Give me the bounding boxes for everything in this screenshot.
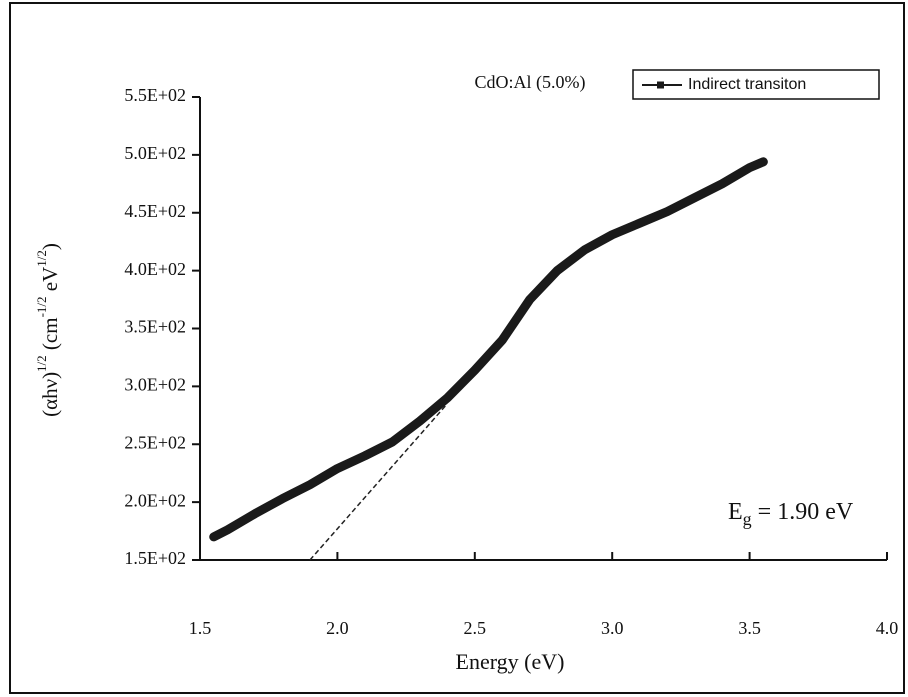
x-tick-label: 3.5 (738, 618, 761, 638)
y-tick-label: 3.0E+02 (124, 375, 186, 395)
band-gap-text: = 1.90 eV (758, 499, 854, 525)
data-line (209, 157, 768, 542)
y-tick-label: 5.0E+02 (124, 143, 186, 163)
x-tick-label: 2.0 (326, 618, 349, 638)
x-axis-label: Energy (eV) (456, 649, 565, 674)
annotation: CdO:Al (5.0%) (475, 72, 586, 93)
y-label-part: eV (38, 267, 62, 297)
y-tick-label: 5.5E+02 (124, 85, 186, 105)
legend-marker (657, 81, 664, 89)
band-gap-subscript: g (743, 509, 752, 529)
y-tick-label: 2.0E+02 (124, 490, 186, 510)
x-tick-label: 3.0 (601, 618, 624, 638)
y-axis-label: (αhν)1/2 (cm-1/2 eV1/2) (34, 243, 62, 417)
y-tick-label: 4.5E+02 (124, 201, 186, 221)
band-gap: Eg = 1.90 eV (728, 499, 854, 530)
x-tick-label: 2.5 (464, 618, 487, 638)
frame (9, 2, 905, 694)
y-tick-label: 4.0E+02 (124, 259, 186, 279)
y-tick-label: 3.5E+02 (124, 317, 186, 337)
y-label-part: (cm (38, 317, 62, 355)
y-label-part: (αhν) (38, 372, 62, 417)
y-label-part: 1/2 (34, 355, 49, 372)
band-gap-symbol: E (728, 499, 743, 525)
legend-label: Indirect transiton (688, 76, 806, 93)
y-tick-label: 2.5E+02 (124, 432, 186, 452)
fit-line (309, 403, 448, 561)
y-label-part: ) (38, 243, 62, 250)
x-tick-label: 4.0 (876, 618, 899, 638)
y-tick-label: 1.5E+02 (124, 548, 186, 568)
y-label-part: 1/2 (34, 250, 49, 267)
y-label-part: -1/2 (34, 296, 49, 317)
x-tick-label: 1.5 (189, 618, 212, 638)
